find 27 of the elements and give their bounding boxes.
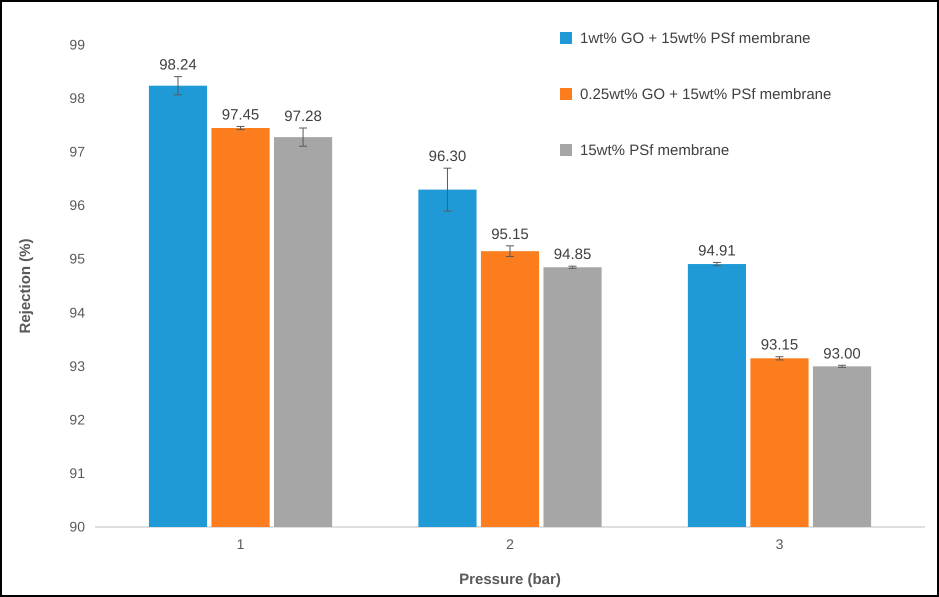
- y-tick-label: 99: [69, 36, 86, 52]
- legend-label: 0.25wt% GO + 15wt% PSf membrane: [580, 86, 832, 103]
- data-label: 98.24: [159, 56, 197, 74]
- x-tick-label: 1: [236, 536, 245, 552]
- legend-label: 15wt% PSf membrane: [580, 142, 730, 159]
- y-tick-label: 95: [69, 250, 86, 267]
- y-tick-label: 90: [69, 518, 86, 534]
- y-tick-label: 91: [69, 464, 86, 481]
- data-label: 96.30: [428, 148, 466, 166]
- y-tick-label: 97: [69, 144, 86, 160]
- x-tick-label: 3: [776, 536, 784, 552]
- x-tick-label: 2: [506, 536, 514, 552]
- data-label: 94.85: [554, 246, 592, 264]
- x-axis-title: Pressure (bar): [459, 571, 561, 588]
- y-tick-label: 98: [69, 90, 86, 106]
- data-label: 93.15: [760, 336, 798, 354]
- y-tick-label: 94: [69, 304, 86, 320]
- data-label: 93.00: [823, 345, 861, 362]
- data-label: 97.28: [284, 108, 322, 126]
- data-label: 95.15: [491, 226, 529, 243]
- y-tick-label: 93: [69, 358, 86, 374]
- y-tick-label: 92: [69, 411, 86, 428]
- y-axis-title: Rejection (%): [17, 238, 34, 334]
- data-label: 97.45: [222, 106, 260, 124]
- legend-label: 1wt% GO + 15wt% PSf membrane: [580, 30, 811, 47]
- y-tick-label: 96: [69, 197, 86, 214]
- data-label: 94.91: [698, 242, 736, 260]
